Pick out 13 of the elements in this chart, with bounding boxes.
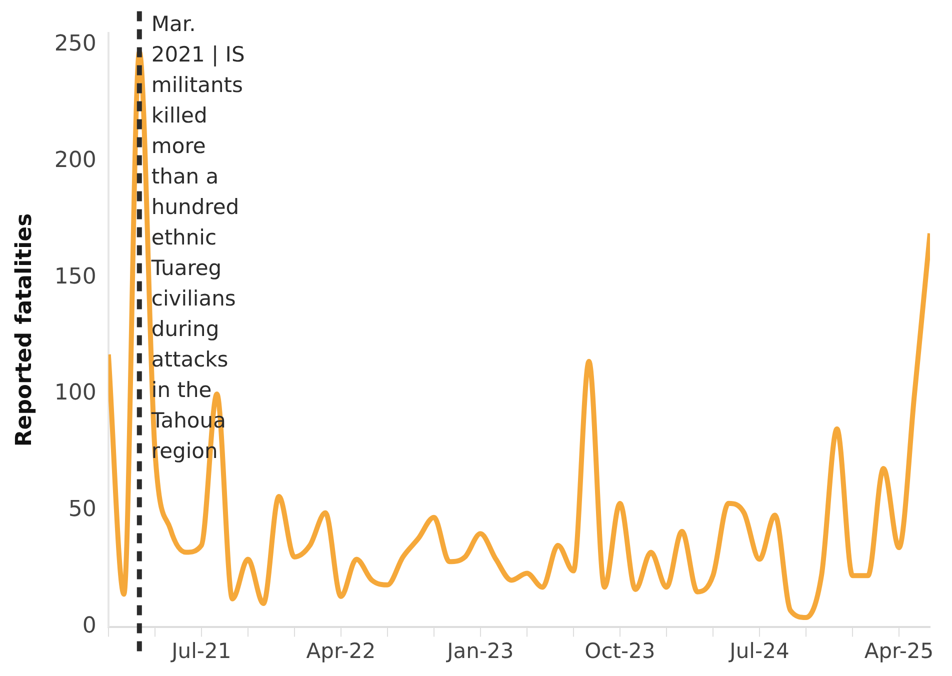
x-tick-label: Jul-24 <box>728 638 790 663</box>
x-tick-label: Apr-22 <box>306 638 376 663</box>
x-tick-label: Jan-23 <box>445 638 514 663</box>
x-tick-label: Apr-25 <box>864 638 934 663</box>
y-tick-label: 200 <box>54 148 96 173</box>
y-tick-label: 100 <box>54 380 96 406</box>
x-tick-label: Oct-23 <box>584 638 656 663</box>
y-tick-label: 0 <box>82 614 96 639</box>
y-tick-label: 150 <box>54 264 96 290</box>
x-tick-label: Jul-21 <box>170 638 232 663</box>
y-tick-label: 250 <box>54 32 96 57</box>
y-tick-label: 50 <box>68 497 96 522</box>
y-axis-title: Reported fatalities <box>12 213 37 447</box>
